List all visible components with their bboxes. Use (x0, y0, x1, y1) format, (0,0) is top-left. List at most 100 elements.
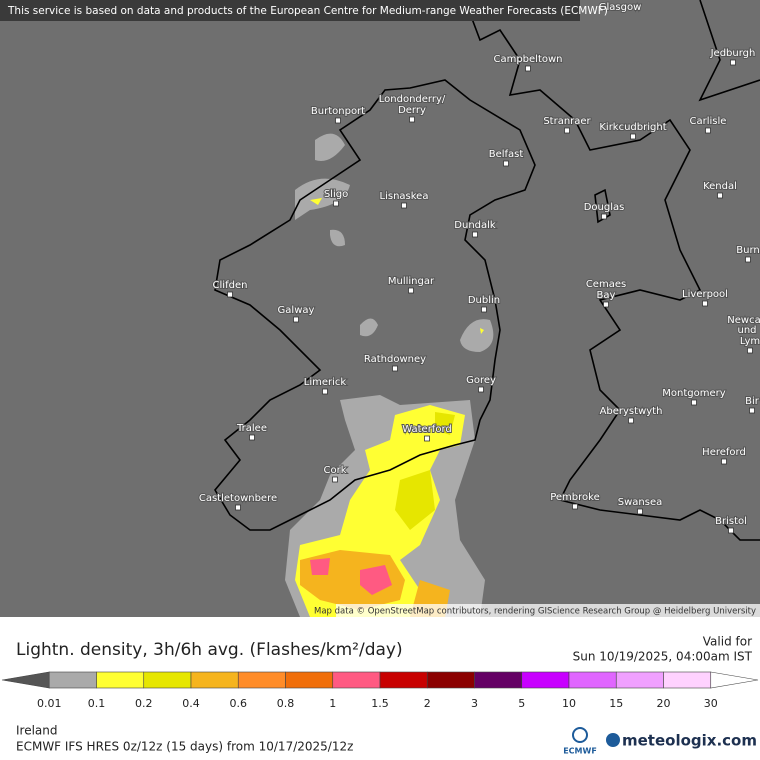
place-dot (603, 301, 609, 308)
place-label: Lym (740, 336, 760, 347)
colorbar: 0.01 0.1 0.2 0.4 0.6 0.8 1 1.5 2 3 5 10 15 20 30 (1, 671, 759, 710)
place-dot (525, 65, 531, 72)
place-label: Tralee (236, 423, 267, 434)
place-label: Hereford (702, 447, 746, 458)
precip-yellow-dark (395, 412, 455, 530)
place-dot (630, 133, 636, 140)
place-label: Carlisle (690, 116, 727, 127)
place-label: Glasgow (599, 2, 642, 13)
colorbar-tick-label: 1.5 (371, 697, 389, 710)
colorbar-arrow (710, 671, 759, 689)
place-dot (691, 399, 697, 406)
place-dot (637, 508, 643, 515)
place-label: Cork (323, 465, 346, 476)
place-label: Cemaes (586, 279, 626, 290)
place-dot (409, 116, 415, 123)
colorbar-segment (615, 671, 664, 689)
attribution-bg (336, 604, 760, 617)
colorbar-segment (379, 671, 428, 689)
place-dot (749, 407, 755, 414)
place-dot (235, 504, 241, 511)
place-label: Sligo (324, 189, 348, 200)
valid-time: Sun 10/19/2025, 04:00am IST (573, 650, 753, 664)
colorbar-segment (568, 671, 617, 689)
place-dot (702, 300, 708, 307)
place-labels: Glasgow Jedburgh Campbeltown Londonderry/De… (198, 1, 760, 534)
colorbar-tick-label: 0.2 (135, 697, 153, 710)
colorbar-segment (663, 671, 712, 689)
colorbar-tick-label: 5 (518, 697, 525, 710)
place-dot (227, 291, 233, 298)
model-info: ECMWF IFS HRES 0z/12z (15 days) from 10/… (16, 740, 353, 754)
colorbar-tick-label: 20 (657, 697, 671, 710)
place-label: Kirkcudbright (599, 122, 666, 133)
place-label: Aberystwyth (600, 406, 663, 417)
ecmwf-logo: ECMWF (563, 747, 597, 756)
place-label: Derry (398, 105, 426, 116)
place-dot (745, 256, 751, 263)
place-dot (572, 503, 578, 510)
notice: This service is based on data and produc… (7, 5, 608, 17)
place-label: Bay (597, 290, 616, 301)
ecmwf-icon (572, 727, 588, 743)
place-dot (730, 59, 736, 66)
place-dot (705, 127, 711, 134)
valid-label: Valid for (703, 635, 752, 649)
colorbar-tick-label: 0.1 (88, 697, 106, 710)
coastline (214, 0, 760, 541)
colorbar-segment (426, 671, 475, 689)
place-label: Newca (727, 315, 760, 326)
place-dot (293, 316, 299, 323)
notice-bar (0, 0, 580, 21)
colorbar-tick-label: 0.4 (182, 697, 200, 710)
place-label: Belfast (489, 149, 524, 160)
colorbar-tick-label: 10 (562, 697, 576, 710)
place-label: Waterford (402, 424, 451, 435)
place-label: Kendal (703, 181, 737, 192)
colorbar-segment (474, 671, 523, 689)
place-label: Campbeltown (493, 54, 562, 65)
place-label: Castletownbere (199, 493, 277, 504)
place-label: Pembroke (550, 492, 600, 503)
place-dot (564, 127, 570, 134)
place-label: Bir (745, 396, 760, 407)
place-dot (747, 347, 753, 354)
place-dot (481, 306, 487, 313)
place-dot (249, 434, 255, 441)
place-dot (717, 192, 723, 199)
colorbar-tick-label: 1 (329, 697, 336, 710)
place-dot (503, 160, 509, 167)
colorbar-segment (48, 671, 97, 689)
place-dot (335, 117, 341, 124)
place-dot (601, 213, 607, 220)
place-dot (628, 417, 634, 424)
colorbar-segment (521, 671, 570, 689)
region: Ireland (16, 724, 58, 738)
place-label: Bristol (715, 516, 747, 527)
brand: meteologix.com (622, 732, 757, 750)
brand-icon (606, 733, 620, 747)
colorbar-tick-label: 0.8 (277, 697, 295, 710)
place-label: Lisnaskea (380, 191, 429, 202)
place-label: Douglas (584, 202, 625, 213)
place-label: Burn (736, 245, 759, 256)
place-dot (333, 200, 339, 207)
colorbar-segment (237, 671, 286, 689)
colorbar-tick-label: 3 (471, 697, 478, 710)
place-label: Limerick (304, 377, 347, 388)
place-label: Liverpool (682, 289, 728, 300)
place-label: Londonderry/ (379, 94, 446, 105)
colorbar-tick-label: 2 (424, 697, 431, 710)
legend-title: Lightn. density, 3h/6h avg. (Flashes/km²… (16, 640, 403, 660)
place-label: Dublin (468, 295, 500, 306)
colorbar-segment (96, 671, 145, 689)
place-label: Montgomery (662, 388, 725, 399)
place-label: Stranraer (543, 116, 591, 127)
place-label: Mullingar (388, 276, 435, 287)
place-label: Galway (278, 305, 315, 316)
colorbar-tick-label: 30 (704, 697, 718, 710)
place-dot (728, 527, 734, 534)
place-label: Clifden (213, 280, 248, 291)
